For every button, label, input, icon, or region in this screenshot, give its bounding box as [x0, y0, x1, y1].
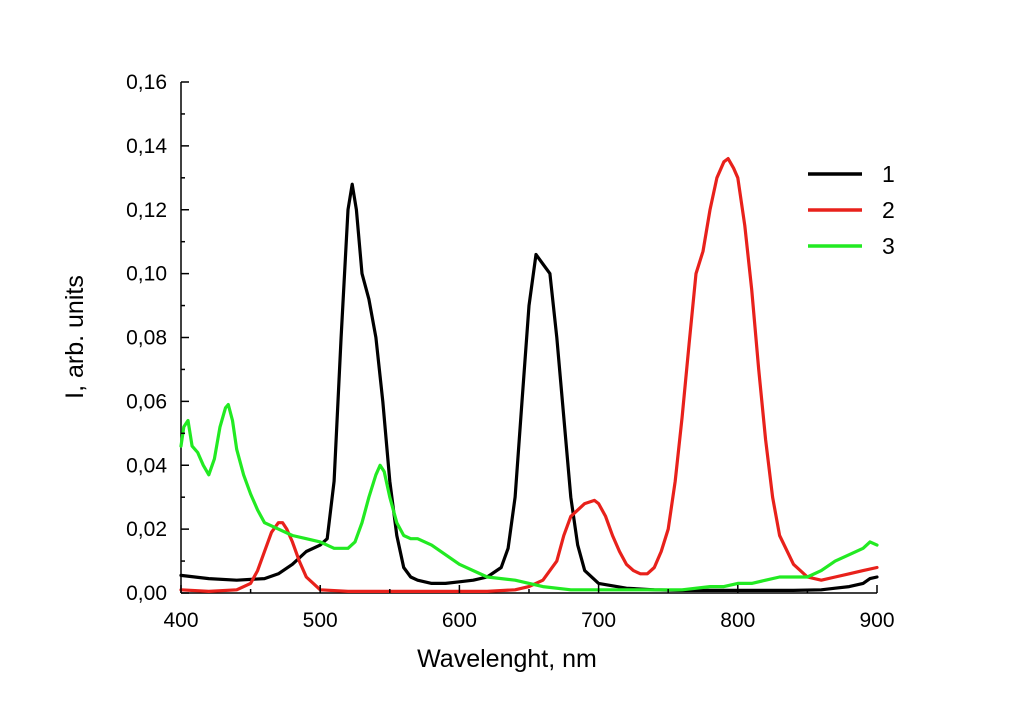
x-axis-label: Wavelenght, nm	[417, 645, 597, 673]
x-axis: 400 500 600 700 800 900	[163, 585, 895, 632]
x-tick-label: 800	[720, 609, 755, 632]
legend: 1 2 3	[808, 161, 895, 259]
y-tick-label: 0,14	[126, 135, 167, 158]
plot-area	[180, 82, 877, 594]
x-tick-label: 400	[163, 609, 198, 632]
legend-label-3: 3	[882, 233, 895, 259]
x-tick-label: 500	[303, 609, 338, 632]
series-3-line	[179, 403, 879, 592]
legend-label-2: 2	[882, 197, 895, 223]
series-2-line	[179, 157, 879, 593]
x-tick-label: 900	[859, 609, 894, 632]
y-axis: 0,00 0,02 0,04 0,06 0,08 0,10 0,12 0,14 0,16	[126, 71, 189, 605]
x-tick-label: 600	[442, 609, 477, 632]
y-axis-label: I, arb. units	[61, 275, 89, 399]
y-tick-label: 0,06	[126, 390, 167, 413]
y-tick-label: 0,08	[126, 327, 167, 350]
y-tick-label: 0,16	[126, 71, 167, 94]
y-tick-label: 0,12	[126, 199, 167, 222]
y-tick-label: 0,10	[126, 263, 167, 286]
series-layer	[179, 157, 879, 593]
y-tick-label: 0,00	[126, 582, 167, 605]
legend-label-1: 1	[882, 161, 895, 187]
y-tick-label: 0,02	[126, 518, 167, 541]
x-tick-label: 700	[581, 609, 616, 632]
y-tick-label: 0,04	[126, 454, 167, 477]
